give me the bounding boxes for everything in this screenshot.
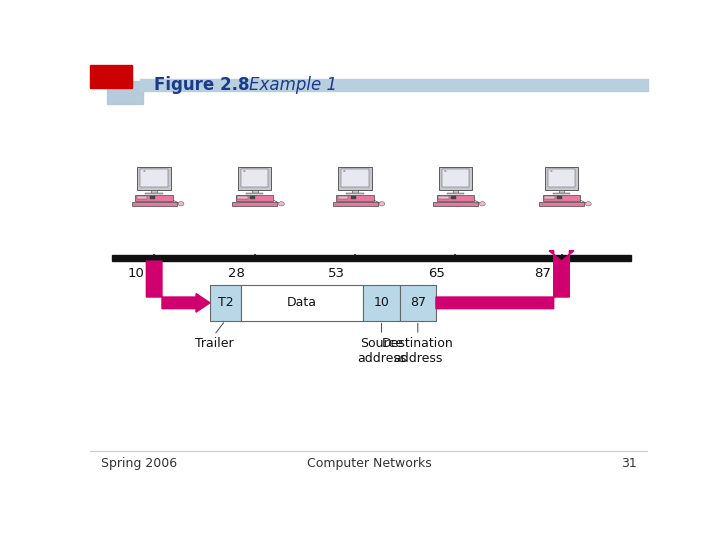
Bar	[112, 255, 631, 261]
Bar	[238, 196, 248, 199]
Bar	[140, 169, 168, 187]
Bar	[238, 167, 271, 190]
Bar	[548, 169, 575, 187]
Bar	[145, 193, 163, 194]
Text: ▪: ▪	[142, 168, 145, 172]
Text: 31: 31	[621, 457, 637, 470]
Bar	[135, 194, 173, 201]
Circle shape	[178, 201, 184, 206]
Text: 65: 65	[428, 267, 446, 280]
Bar	[333, 201, 377, 206]
Bar	[553, 193, 570, 194]
Bar	[341, 169, 369, 187]
Bar	[438, 196, 449, 199]
Bar	[545, 167, 578, 190]
Bar	[137, 196, 148, 199]
Bar	[252, 190, 258, 193]
Bar	[246, 193, 264, 194]
Bar	[400, 285, 436, 321]
Bar	[436, 194, 474, 201]
Bar	[338, 196, 348, 199]
Text: Destination
address: Destination address	[382, 337, 454, 365]
Bar	[364, 285, 400, 321]
Bar	[433, 201, 478, 206]
Bar	[240, 285, 364, 321]
Bar	[351, 196, 356, 199]
Text: ▪: ▪	[243, 168, 246, 172]
Circle shape	[279, 201, 284, 206]
Text: Data: Data	[287, 296, 317, 309]
Text: 10: 10	[127, 267, 144, 280]
Bar	[442, 169, 469, 187]
Bar	[544, 196, 554, 199]
Polygon shape	[436, 251, 574, 309]
Bar	[346, 193, 364, 194]
Bar	[250, 196, 256, 199]
Bar	[559, 190, 564, 193]
Bar	[107, 82, 143, 104]
Text: ▪: ▪	[343, 168, 346, 172]
Bar	[90, 65, 132, 87]
Bar	[352, 190, 358, 193]
Bar	[150, 196, 155, 199]
Text: 87: 87	[410, 296, 426, 309]
Text: Spring 2006: Spring 2006	[101, 457, 177, 470]
Bar	[543, 194, 580, 201]
Circle shape	[585, 201, 591, 206]
Polygon shape	[146, 261, 210, 312]
Bar	[151, 190, 157, 193]
Text: 28: 28	[228, 267, 245, 280]
Bar	[235, 194, 274, 201]
Bar	[451, 196, 456, 199]
Text: Computer Networks: Computer Networks	[307, 457, 431, 470]
Circle shape	[480, 201, 485, 206]
Bar	[539, 201, 584, 206]
Bar	[232, 201, 277, 206]
Text: ▪: ▪	[444, 168, 446, 172]
Text: ▪: ▪	[549, 168, 552, 172]
Text: 10: 10	[374, 296, 390, 309]
Bar	[336, 194, 374, 201]
Bar	[210, 285, 240, 321]
Bar	[140, 79, 648, 91]
Bar	[438, 167, 472, 190]
Bar	[132, 201, 176, 206]
Bar	[453, 190, 459, 193]
Text: Figure 2.8: Figure 2.8	[154, 76, 250, 94]
Bar	[557, 196, 562, 199]
Bar	[138, 167, 171, 190]
Text: 53: 53	[328, 267, 345, 280]
Text: Example 1: Example 1	[249, 76, 337, 94]
Bar	[241, 169, 269, 187]
Text: T2: T2	[217, 296, 233, 309]
Circle shape	[379, 201, 384, 206]
Bar	[447, 193, 464, 194]
Text: Source
address: Source address	[357, 337, 406, 365]
Text: Trailer: Trailer	[195, 337, 233, 350]
Bar	[338, 167, 372, 190]
Text: 87: 87	[534, 267, 552, 280]
